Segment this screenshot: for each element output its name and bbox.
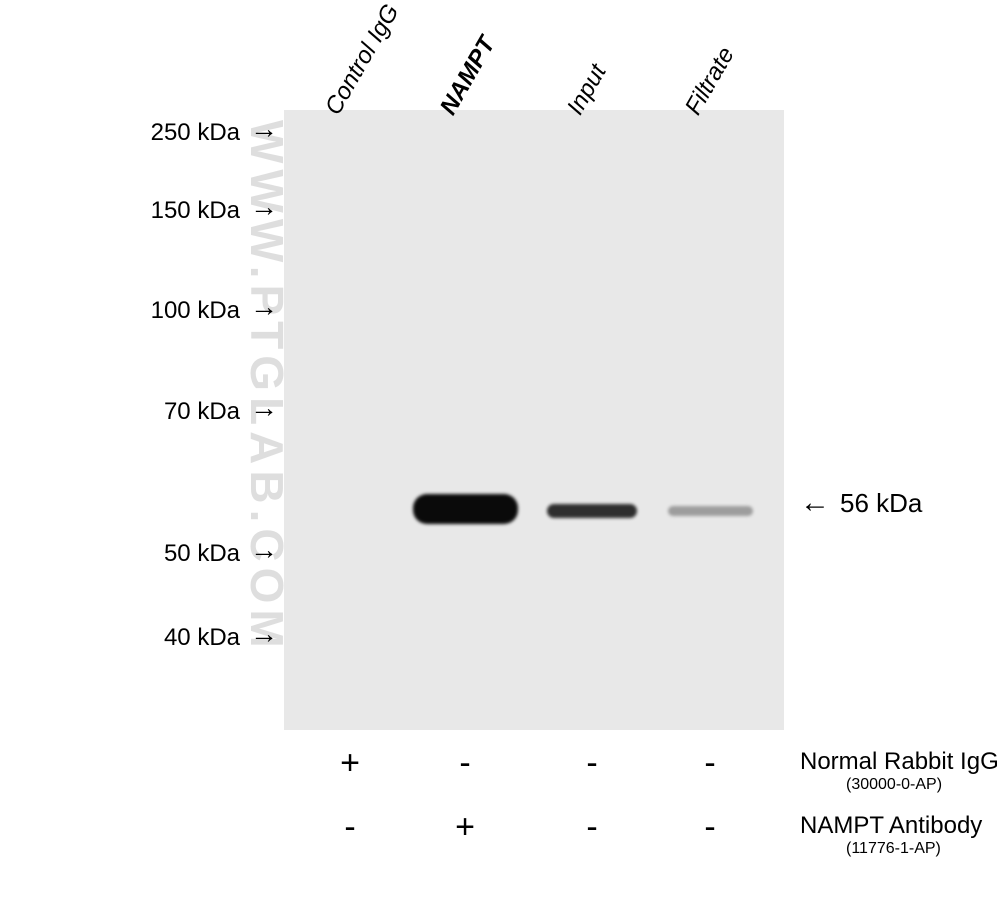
target-label: 56 kDa (840, 488, 922, 519)
antibody-value: - (445, 744, 485, 783)
blot-band (668, 506, 753, 516)
mw-marker-arrow: → (250, 193, 278, 221)
mw-marker-arrow: → (250, 620, 278, 648)
antibody-row-label: Normal Rabbit IgG (800, 748, 999, 776)
antibody-value: - (330, 808, 370, 847)
mw-marker-label: 40 kDa (164, 624, 240, 652)
mw-marker-label: 70 kDa (164, 398, 240, 426)
mw-marker-label: 100 kDa (151, 297, 240, 325)
mw-marker-arrow: → (250, 115, 278, 143)
mw-marker-arrow: → (250, 536, 278, 564)
mw-marker-arrow: → (250, 394, 278, 422)
antibody-row-sub: (30000-0-AP) (846, 776, 942, 794)
blot-band (413, 494, 518, 524)
figure-stage: WWW.PTGLAB.COM 250 kDa→150 kDa→100 kDa→7… (0, 0, 1000, 903)
mw-marker-label: 250 kDa (151, 119, 240, 147)
mw-marker-arrow: → (250, 293, 278, 321)
antibody-row-label: NAMPT Antibody (800, 812, 982, 840)
lane-label: NAMPT (435, 32, 502, 120)
antibody-value: - (572, 808, 612, 847)
antibody-value: - (690, 808, 730, 847)
antibody-value: - (572, 744, 612, 783)
blot-band (547, 504, 637, 518)
lane-label: Control IgG (320, 0, 406, 120)
antibody-value: + (330, 744, 370, 783)
lane-label: Filtrate (680, 42, 741, 120)
mw-marker-label: 50 kDa (164, 540, 240, 568)
target-arrow: ← (800, 486, 830, 520)
mw-marker-label: 150 kDa (151, 197, 240, 225)
antibody-value: + (445, 808, 485, 847)
antibody-value: - (690, 744, 730, 783)
antibody-row-sub: (11776-1-AP) (846, 840, 941, 858)
blot-area (284, 110, 784, 730)
